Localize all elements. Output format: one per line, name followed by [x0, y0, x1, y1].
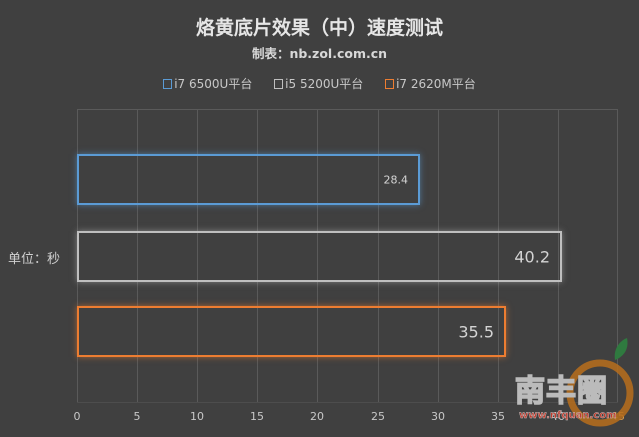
legend-swatch-icon [163, 78, 173, 89]
x-axis-line [77, 402, 618, 403]
bar-i7-6500u: 28.4 [77, 154, 420, 205]
unit-label: 单位：秒 [8, 252, 61, 267]
bar-value-label: 35.5 [458, 322, 494, 341]
x-tick-label: 0 [73, 410, 81, 423]
x-tick-label: 25 [371, 410, 385, 423]
gridline [378, 109, 379, 403]
gridline [498, 109, 499, 403]
gridline [197, 109, 198, 403]
bar-value-label: 28.4 [383, 173, 409, 186]
bar-i7-2620m: 35.5 [77, 306, 506, 357]
legend-item-i7-6500u: i7 6500U平台 [163, 75, 252, 92]
x-tick-label: 5 [133, 410, 141, 423]
x-tick-label: 30 [431, 410, 445, 423]
gridline [438, 109, 439, 403]
legend-swatch-icon [274, 78, 284, 89]
gridline [617, 109, 618, 403]
watermark-logo: 南丰圈 www.nfquan.com [505, 330, 639, 433]
watermark-url: www.nfquan.com [519, 410, 617, 421]
chart-title: 烙黄底片效果（中）速度测试 [195, 17, 443, 39]
plot-area: 28.4 40.2 35.5 [77, 109, 618, 403]
bar-i5-5200u: 40.2 [77, 231, 562, 282]
gridline [257, 109, 258, 403]
gridline [558, 109, 559, 403]
legend-item-i7-2620m: i7 2620M平台 [385, 75, 476, 92]
bar-value-label: 40.2 [514, 247, 550, 266]
orange-logo-icon [566, 338, 634, 427]
x-tick-label: 40 [551, 410, 565, 423]
watermark-name: 南丰圈 [514, 373, 608, 410]
chart-subtitle: 制表：nb.zol.com.cn [251, 46, 388, 61]
x-tick-label: 15 [250, 410, 264, 423]
x-tick-label: 35 [491, 410, 505, 423]
gridline [137, 109, 138, 403]
legend: i7 6500U平台 i5 5200U平台 i7 2620M平台 [0, 75, 639, 92]
x-tick-label: 20 [310, 410, 324, 423]
legend-label: i7 6500U平台 [174, 77, 253, 91]
gridline [317, 109, 318, 403]
legend-label: i7 2620M平台 [396, 77, 476, 91]
legend-item-i5-5200u: i5 5200U平台 [274, 75, 363, 92]
x-tick-label: 10 [190, 410, 204, 423]
legend-label: i5 5200U平台 [285, 77, 364, 91]
plot-top-border [77, 109, 618, 110]
legend-swatch-icon [385, 78, 395, 89]
